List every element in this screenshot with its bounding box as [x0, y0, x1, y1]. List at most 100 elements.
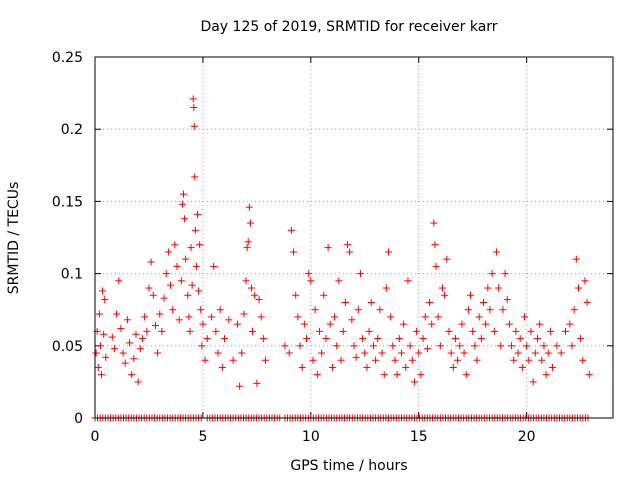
data-point: [194, 210, 202, 218]
data-point: [431, 241, 439, 249]
data-point: [101, 296, 109, 304]
data-point: [419, 335, 427, 343]
data-point: [169, 306, 177, 314]
data-point: [99, 287, 107, 295]
data-point: [477, 335, 485, 343]
data-point: [553, 342, 561, 350]
data-point: [469, 327, 477, 335]
data-point: [216, 306, 224, 314]
x-tick-label: 5: [198, 429, 207, 445]
data-point: [404, 277, 412, 285]
data-point: [389, 342, 397, 350]
data-point: [356, 270, 364, 278]
data-point: [221, 335, 228, 343]
data-point: [167, 281, 175, 289]
data-point: [311, 306, 319, 314]
data-point: [339, 327, 347, 335]
data-point: [572, 255, 580, 263]
data-point: [177, 277, 185, 285]
data-point: [145, 284, 153, 292]
data-point: [132, 330, 140, 338]
data-point: [359, 335, 367, 343]
data-point: [128, 371, 136, 379]
data-point: [426, 298, 434, 306]
data-point: [486, 306, 494, 314]
data-point: [253, 379, 261, 387]
data-point: [413, 327, 421, 335]
data-point: [134, 378, 142, 386]
y-tick-label: 0.25: [52, 50, 83, 66]
data-point: [385, 248, 393, 256]
data-point: [102, 353, 110, 361]
data-point: [521, 313, 529, 321]
data-point: [322, 335, 330, 343]
data-point: [315, 327, 323, 335]
data-point: [531, 349, 539, 357]
data-point: [257, 313, 265, 321]
data-point: [243, 244, 251, 252]
data-point: [203, 335, 211, 343]
data-point: [110, 345, 118, 353]
data-point: [309, 356, 317, 364]
data-point: [402, 363, 410, 371]
y-tick-label: 0.2: [61, 122, 83, 138]
data-point: [441, 291, 449, 299]
data-point: [320, 291, 328, 299]
data-point: [182, 255, 190, 263]
data-point: [143, 327, 151, 335]
data-point: [395, 335, 403, 343]
data-point: [518, 363, 526, 371]
data-point: [192, 262, 200, 270]
data-point: [438, 284, 446, 292]
data-point: [201, 356, 209, 364]
data-point: [294, 313, 302, 321]
data-point: [262, 356, 270, 364]
data-point: [367, 298, 375, 306]
data-point: [218, 363, 226, 371]
data-point: [285, 349, 293, 357]
y-tick-label: 0: [74, 411, 83, 427]
data-point: [451, 335, 459, 343]
data-point: [181, 215, 189, 223]
data-point: [410, 378, 418, 386]
y-tick-label: 0.1: [61, 267, 83, 283]
data-point: [240, 310, 248, 318]
data-point: [121, 359, 129, 367]
data-point: [406, 342, 414, 350]
data-point: [369, 342, 377, 350]
x-tick-label: 15: [410, 429, 428, 445]
data-point: [162, 270, 170, 278]
data-point: [436, 342, 444, 350]
data-point: [318, 349, 326, 357]
data-point: [94, 363, 102, 371]
data-point: [445, 327, 453, 335]
chart-title: Day 125 of 2019, SRMTID for receiver kar…: [200, 19, 497, 35]
data-point: [141, 313, 149, 321]
data-point: [149, 291, 157, 299]
data-point: [324, 244, 332, 252]
data-point: [175, 316, 183, 324]
data-point: [238, 349, 246, 357]
y-tick-label: 0.05: [52, 339, 83, 355]
data-point: [570, 306, 578, 314]
data-point: [119, 349, 127, 357]
data-point: [495, 284, 503, 292]
data-point: [380, 371, 388, 379]
data-point: [432, 262, 440, 270]
data-point: [245, 203, 253, 211]
data-point: [408, 356, 416, 364]
data-point: [365, 327, 373, 335]
data-point: [117, 324, 125, 332]
data-point: [348, 316, 356, 324]
data-point: [387, 313, 395, 321]
data-point: [115, 277, 123, 285]
data-point: [160, 294, 168, 302]
data-point: [508, 342, 516, 350]
data-point: [341, 298, 349, 306]
data-point: [210, 262, 218, 270]
data-point: [296, 342, 304, 350]
data-point: [196, 241, 204, 249]
data-point: [191, 173, 199, 181]
data-point: [195, 287, 203, 295]
data-point: [95, 310, 103, 318]
